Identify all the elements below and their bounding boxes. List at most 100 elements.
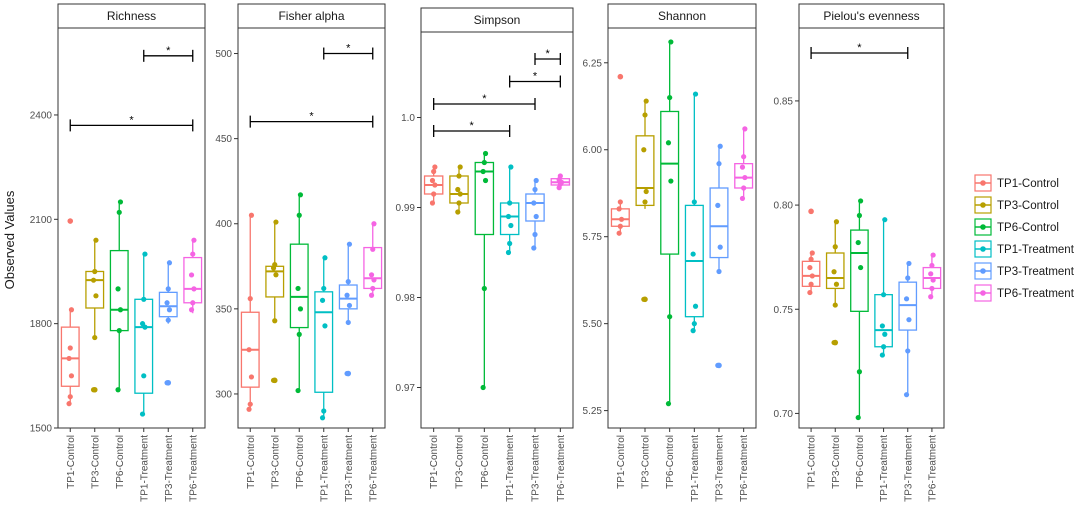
panel-border-richness (57, 27, 206, 429)
data-point (344, 292, 350, 298)
significance-bracket-simpson-0: * (433, 120, 511, 137)
data-point (665, 401, 672, 407)
iqr-box (709, 187, 729, 259)
data-point (319, 415, 326, 421)
data-point (368, 272, 375, 278)
strip-simpson (420, 7, 574, 33)
data-point (928, 271, 934, 277)
data-point (717, 143, 723, 149)
data-point (90, 387, 97, 393)
data-point (882, 217, 888, 223)
data-point (190, 251, 196, 257)
data-point (297, 192, 304, 198)
y-tick-label-shannon: 6.00 (583, 145, 603, 156)
legend-key-point (980, 268, 986, 274)
x-tick-label-simpson: TP3-Control (455, 435, 466, 489)
data-point (929, 285, 935, 292)
data-point (833, 281, 840, 287)
iqr-box (314, 291, 334, 393)
data-point (930, 277, 936, 283)
strip-title-fisher-alpha: Fisher alpha (278, 9, 344, 23)
significance-bracket-fisher-alpha-1: * (323, 43, 374, 60)
panel-simpson: Simpson 0.97 0.98 0.99 1.0 TP1-Control TP3-Con… (396, 7, 574, 502)
data-point (531, 245, 537, 251)
panel-border-simpson (420, 31, 574, 429)
box-richness-tp6-control (109, 199, 129, 393)
x-tick-label-shannon: TP3-Treatment (715, 435, 726, 502)
significance-bracket-fisher-alpha-0: * (249, 111, 374, 128)
box-simpson-tp3-treatment (525, 177, 545, 251)
legend-key-point (980, 180, 986, 186)
data-point (905, 348, 911, 354)
data-point (67, 345, 73, 351)
legend: TP1-Control TP3-Control TP6-Control TP1-Tre… (974, 174, 1075, 302)
data-point (248, 374, 255, 380)
data-point (507, 200, 513, 206)
data-point (295, 285, 301, 292)
data-point (68, 373, 75, 379)
x-tick-label-simpson: TP6-Treatment (556, 435, 567, 502)
y-tick-label-richness: 1500 (30, 424, 53, 435)
strip-title-shannon: Shannon (658, 9, 706, 23)
y-tick-label-fisher-alpha: 350 (215, 304, 232, 315)
data-point (715, 202, 721, 208)
data-point (742, 174, 748, 181)
y-tick-label-richness: 2100 (30, 215, 53, 226)
data-point (905, 275, 911, 281)
data-point (295, 387, 301, 394)
data-point (321, 285, 327, 292)
legend-label: TP1-Control (997, 178, 1059, 190)
data-point (880, 292, 887, 298)
x-tick-label-fisher-alpha: TP3-Control (270, 435, 281, 489)
box-richness-tp1-control (60, 218, 80, 407)
iqr-box (183, 256, 203, 304)
y-axis-title: Observed Values (2, 190, 17, 289)
legend-item-tp6-control: TP6-Control (974, 218, 1059, 236)
y-tick-label-simpson: 0.99 (396, 203, 416, 214)
data-point (190, 300, 196, 306)
legend-key-point (980, 246, 986, 252)
legend-label: TP6-Treatment (997, 288, 1075, 300)
data-point (455, 186, 461, 193)
data-point (903, 296, 910, 302)
data-point (906, 317, 912, 323)
data-point (246, 347, 252, 353)
box-richness-tp1-treatment (134, 251, 154, 417)
iqr-box (289, 243, 309, 329)
box-shannon-tp3-control (635, 98, 655, 303)
data-point (690, 251, 696, 257)
data-point (371, 277, 377, 283)
data-point (618, 216, 625, 222)
data-point (141, 296, 147, 302)
x-tick-label-richness: TP3-Control (90, 435, 101, 489)
box-pielou-s-evenness-tp1-control (801, 208, 821, 296)
data-point (322, 255, 328, 261)
data-point (166, 260, 173, 266)
outlier-point (617, 73, 624, 80)
iqr-box (874, 294, 893, 348)
data-point (507, 240, 513, 247)
box-shannon-tp1-treatment (684, 91, 704, 334)
legend-item-tp3-treatment: TP3-Treatment (974, 262, 1075, 280)
data-point (808, 281, 814, 287)
data-point (368, 292, 375, 298)
x-tick-label-pielou-s-evenness: TP1-Treatment (879, 435, 890, 502)
data-point (429, 200, 436, 206)
data-point (142, 251, 148, 257)
legend-item-tp6-treatment: TP6-Treatment (974, 284, 1075, 302)
y-tick-label-fisher-alpha: 300 (215, 389, 232, 400)
significance-label: * (470, 120, 475, 132)
x-tick-label-fisher-alpha: TP6-Control (295, 435, 306, 489)
data-point (455, 209, 461, 215)
data-point (508, 164, 514, 170)
data-point (345, 319, 351, 326)
data-point (691, 321, 697, 327)
x-tick-label-simpson: TP1-Treatment (505, 435, 516, 502)
legend-item-tp3-control: TP3-Control (974, 196, 1059, 214)
data-point (692, 303, 699, 309)
legend-label: TP1-Treatment (997, 244, 1075, 256)
legend-key-point (980, 224, 986, 230)
data-point (117, 307, 124, 313)
data-point (616, 206, 622, 212)
